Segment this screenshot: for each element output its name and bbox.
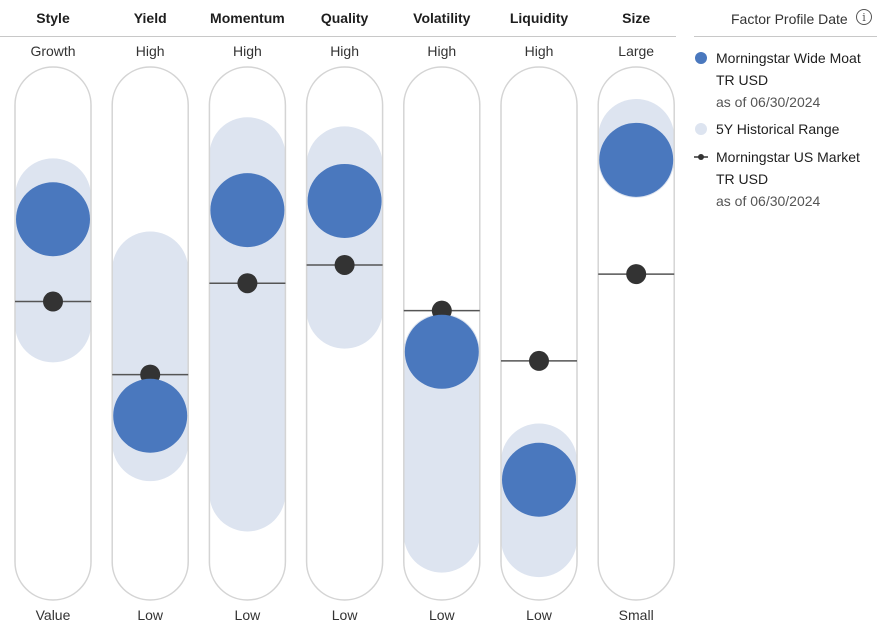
factor-top-label-volatility: High	[427, 43, 457, 59]
factor-header-momentum: Momentum	[210, 10, 285, 26]
legend-range-label: 5Y Historical Range	[716, 121, 840, 137]
factor-bottom-label-volatility: Low	[428, 607, 455, 623]
benchmark-line-icon	[694, 154, 708, 160]
fund-point-style	[16, 182, 90, 257]
factor-track-yield	[111, 66, 189, 601]
factor-bottom-label-momentum: Low	[234, 607, 261, 623]
factor-track-momentum	[208, 66, 287, 601]
factor-top-label-style: Growth	[30, 43, 76, 59]
factor-bottom-label-style: Value	[35, 607, 71, 623]
legend-title: Factor Profile Date	[731, 11, 848, 27]
factor-track-volatility	[403, 66, 481, 601]
factor-bottom-label-quality: Low	[331, 607, 358, 623]
fund-point-size	[599, 122, 674, 197]
factor-header-liquidity: Liquidity	[509, 10, 569, 26]
benchmark-point-quality	[334, 254, 355, 275]
factor-top-label-liquidity: High	[524, 43, 554, 59]
benchmark-point-momentum	[237, 273, 258, 294]
factor-bottom-label-size: Small	[618, 607, 654, 623]
fund-point-volatility	[404, 314, 479, 389]
fund-point-momentum	[210, 173, 285, 248]
legend-benchmark-date: as of 06/30/2024	[716, 193, 821, 209]
factor-header-yield: Yield	[133, 10, 167, 26]
fund-circle-icon	[695, 52, 707, 64]
legend-divider	[694, 36, 877, 37]
fund-point-liquidity	[502, 442, 576, 517]
factor-header-quality: Quality	[320, 10, 369, 26]
header-divider	[0, 36, 676, 37]
factor-top-label-yield: High	[135, 43, 165, 59]
legend-benchmark-label: Morningstar US Market TR USD	[716, 149, 860, 187]
benchmark-point-style	[43, 291, 63, 312]
factor-track-quality	[305, 66, 384, 601]
factor-header-volatility: Volatility	[413, 10, 471, 26]
benchmark-point-size	[626, 264, 647, 285]
info-icon[interactable]: i	[856, 9, 872, 25]
factor-top-label-quality: High	[330, 43, 359, 59]
factor-top-label-momentum: High	[232, 43, 262, 59]
legend-fund-label: Morningstar Wide Moat TR USD	[716, 50, 861, 88]
factor-top-label-size: Large	[618, 43, 655, 59]
range-circle-icon	[695, 123, 707, 135]
fund-point-yield	[113, 378, 188, 453]
factor-track-style	[14, 66, 92, 601]
factor-header-size: Size	[622, 10, 651, 26]
benchmark-point-liquidity	[529, 350, 549, 371]
factor-bottom-label-liquidity: Low	[526, 607, 552, 623]
factor-track-liquidity	[500, 66, 578, 601]
legend-fund-date: as of 06/30/2024	[716, 94, 821, 110]
factor-track-size	[597, 66, 675, 601]
fund-point-quality	[307, 163, 382, 238]
factor-bottom-label-yield: Low	[137, 607, 164, 623]
factor-profile-chart	[14, 66, 675, 601]
factor-header-style: Style	[36, 10, 70, 26]
